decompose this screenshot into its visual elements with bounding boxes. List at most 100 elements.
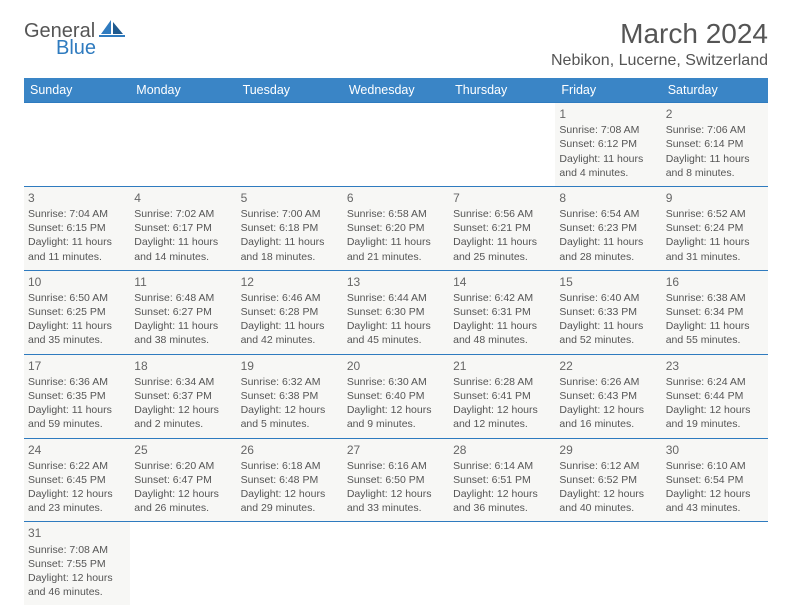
calendar-cell: 30Sunrise: 6:10 AMSunset: 6:54 PMDayligh… xyxy=(662,438,768,522)
calendar-cell: 12Sunrise: 6:46 AMSunset: 6:28 PMDayligh… xyxy=(237,270,343,354)
sunrise-line: Sunrise: 6:58 AM xyxy=(347,207,445,221)
sunset-line: Sunset: 6:30 PM xyxy=(347,305,445,319)
weekday-header: Saturday xyxy=(662,78,768,103)
calendar-cell: 27Sunrise: 6:16 AMSunset: 6:50 PMDayligh… xyxy=(343,438,449,522)
sunrise-line: Sunrise: 6:32 AM xyxy=(241,375,339,389)
sunrise-line: Sunrise: 6:40 AM xyxy=(559,291,657,305)
calendar-cell: 25Sunrise: 6:20 AMSunset: 6:47 PMDayligh… xyxy=(130,438,236,522)
calendar-cell: 21Sunrise: 6:28 AMSunset: 6:41 PMDayligh… xyxy=(449,354,555,438)
day-number: 12 xyxy=(241,274,339,290)
sunrise-line: Sunrise: 6:14 AM xyxy=(453,459,551,473)
day-number: 30 xyxy=(666,442,764,458)
daylight-line: Daylight: 12 hours and 29 minutes. xyxy=(241,487,339,515)
sunset-line: Sunset: 6:40 PM xyxy=(347,389,445,403)
daylight-line: Daylight: 12 hours and 12 minutes. xyxy=(453,403,551,431)
daylight-line: Daylight: 11 hours and 28 minutes. xyxy=(559,235,657,263)
calendar-cell: 3Sunrise: 7:04 AMSunset: 6:15 PMDaylight… xyxy=(24,186,130,270)
day-number: 18 xyxy=(134,358,232,374)
calendar-cell: 7Sunrise: 6:56 AMSunset: 6:21 PMDaylight… xyxy=(449,186,555,270)
sunset-line: Sunset: 6:54 PM xyxy=(666,473,764,487)
sunset-line: Sunset: 7:55 PM xyxy=(28,557,126,571)
sunset-line: Sunset: 6:18 PM xyxy=(241,221,339,235)
day-number: 24 xyxy=(28,442,126,458)
sunset-line: Sunset: 6:34 PM xyxy=(666,305,764,319)
sunrise-line: Sunrise: 7:04 AM xyxy=(28,207,126,221)
sunset-line: Sunset: 6:12 PM xyxy=(559,137,657,151)
calendar-cell xyxy=(130,522,236,605)
logo: General Blue xyxy=(24,18,125,60)
sunrise-line: Sunrise: 6:26 AM xyxy=(559,375,657,389)
day-number: 28 xyxy=(453,442,551,458)
day-number: 20 xyxy=(347,358,445,374)
sunrise-line: Sunrise: 6:18 AM xyxy=(241,459,339,473)
daylight-line: Daylight: 11 hours and 4 minutes. xyxy=(559,152,657,180)
daylight-line: Daylight: 11 hours and 31 minutes. xyxy=(666,235,764,263)
sunset-line: Sunset: 6:14 PM xyxy=(666,137,764,151)
daylight-line: Daylight: 12 hours and 26 minutes. xyxy=(134,487,232,515)
day-number: 14 xyxy=(453,274,551,290)
weekday-header: Sunday xyxy=(24,78,130,103)
daylight-line: Daylight: 12 hours and 9 minutes. xyxy=(347,403,445,431)
sunset-line: Sunset: 6:38 PM xyxy=(241,389,339,403)
calendar-cell xyxy=(343,522,449,605)
sunset-line: Sunset: 6:17 PM xyxy=(134,221,232,235)
logo-word2: Blue xyxy=(56,37,125,60)
sunrise-line: Sunrise: 6:30 AM xyxy=(347,375,445,389)
calendar-cell: 22Sunrise: 6:26 AMSunset: 6:43 PMDayligh… xyxy=(555,354,661,438)
calendar-cell: 17Sunrise: 6:36 AMSunset: 6:35 PMDayligh… xyxy=(24,354,130,438)
calendar-cell: 1Sunrise: 7:08 AMSunset: 6:12 PMDaylight… xyxy=(555,103,661,187)
calendar-cell: 20Sunrise: 6:30 AMSunset: 6:40 PMDayligh… xyxy=(343,354,449,438)
sunset-line: Sunset: 6:27 PM xyxy=(134,305,232,319)
calendar-cell: 9Sunrise: 6:52 AMSunset: 6:24 PMDaylight… xyxy=(662,186,768,270)
day-number: 6 xyxy=(347,190,445,206)
calendar-cell xyxy=(24,103,130,187)
sunset-line: Sunset: 6:35 PM xyxy=(28,389,126,403)
calendar-cell: 10Sunrise: 6:50 AMSunset: 6:25 PMDayligh… xyxy=(24,270,130,354)
location: Nebikon, Lucerne, Switzerland xyxy=(551,52,768,70)
calendar: SundayMondayTuesdayWednesdayThursdayFrid… xyxy=(24,78,768,605)
day-number: 10 xyxy=(28,274,126,290)
calendar-cell xyxy=(237,522,343,605)
sunset-line: Sunset: 6:47 PM xyxy=(134,473,232,487)
day-number: 29 xyxy=(559,442,657,458)
day-number: 31 xyxy=(28,525,126,541)
weekday-header: Tuesday xyxy=(237,78,343,103)
calendar-cell: 5Sunrise: 7:00 AMSunset: 6:18 PMDaylight… xyxy=(237,186,343,270)
sunrise-line: Sunrise: 6:12 AM xyxy=(559,459,657,473)
daylight-line: Daylight: 11 hours and 42 minutes. xyxy=(241,319,339,347)
day-number: 17 xyxy=(28,358,126,374)
sunrise-line: Sunrise: 6:34 AM xyxy=(134,375,232,389)
day-number: 1 xyxy=(559,106,657,122)
sunset-line: Sunset: 6:20 PM xyxy=(347,221,445,235)
daylight-line: Daylight: 12 hours and 5 minutes. xyxy=(241,403,339,431)
calendar-cell: 8Sunrise: 6:54 AMSunset: 6:23 PMDaylight… xyxy=(555,186,661,270)
calendar-cell: 31Sunrise: 7:08 AMSunset: 7:55 PMDayligh… xyxy=(24,522,130,605)
sunrise-line: Sunrise: 6:28 AM xyxy=(453,375,551,389)
day-number: 23 xyxy=(666,358,764,374)
calendar-cell: 24Sunrise: 6:22 AMSunset: 6:45 PMDayligh… xyxy=(24,438,130,522)
calendar-cell: 28Sunrise: 6:14 AMSunset: 6:51 PMDayligh… xyxy=(449,438,555,522)
calendar-cell: 13Sunrise: 6:44 AMSunset: 6:30 PMDayligh… xyxy=(343,270,449,354)
daylight-line: Daylight: 11 hours and 21 minutes. xyxy=(347,235,445,263)
daylight-line: Daylight: 11 hours and 48 minutes. xyxy=(453,319,551,347)
sunrise-line: Sunrise: 6:38 AM xyxy=(666,291,764,305)
sunrise-line: Sunrise: 6:20 AM xyxy=(134,459,232,473)
day-number: 22 xyxy=(559,358,657,374)
sunrise-line: Sunrise: 7:00 AM xyxy=(241,207,339,221)
daylight-line: Daylight: 12 hours and 40 minutes. xyxy=(559,487,657,515)
calendar-cell xyxy=(449,103,555,187)
daylight-line: Daylight: 11 hours and 25 minutes. xyxy=(453,235,551,263)
calendar-cell xyxy=(662,522,768,605)
calendar-cell: 19Sunrise: 6:32 AMSunset: 6:38 PMDayligh… xyxy=(237,354,343,438)
calendar-cell: 15Sunrise: 6:40 AMSunset: 6:33 PMDayligh… xyxy=(555,270,661,354)
sunrise-line: Sunrise: 7:06 AM xyxy=(666,123,764,137)
daylight-line: Daylight: 12 hours and 46 minutes. xyxy=(28,571,126,599)
sunset-line: Sunset: 6:37 PM xyxy=(134,389,232,403)
daylight-line: Daylight: 11 hours and 35 minutes. xyxy=(28,319,126,347)
day-number: 8 xyxy=(559,190,657,206)
daylight-line: Daylight: 11 hours and 55 minutes. xyxy=(666,319,764,347)
calendar-cell: 14Sunrise: 6:42 AMSunset: 6:31 PMDayligh… xyxy=(449,270,555,354)
sunrise-line: Sunrise: 6:50 AM xyxy=(28,291,126,305)
sunset-line: Sunset: 6:50 PM xyxy=(347,473,445,487)
calendar-cell: 11Sunrise: 6:48 AMSunset: 6:27 PMDayligh… xyxy=(130,270,236,354)
